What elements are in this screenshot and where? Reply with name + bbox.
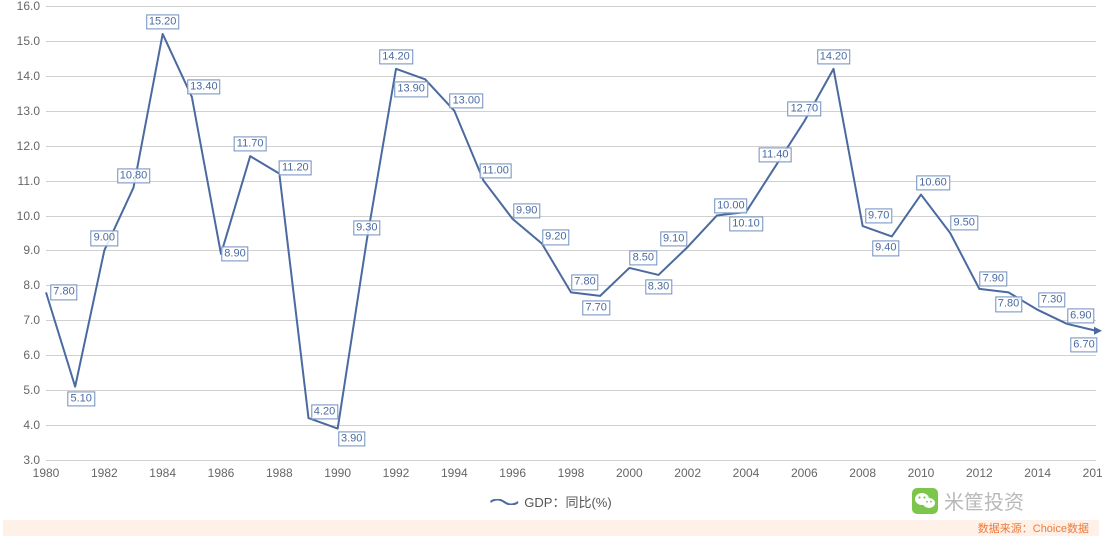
y-tick-label: 8.0 [6, 278, 40, 292]
x-tick-label: 2000 [616, 466, 643, 480]
x-tick-label: 1998 [558, 466, 585, 480]
point-label: 13.00 [450, 93, 484, 108]
plot-area: 3.04.05.06.07.08.09.010.011.012.013.014.… [46, 6, 1096, 460]
series-line [46, 6, 1096, 460]
x-tick-label: 1986 [208, 466, 235, 480]
point-label: 9.30 [353, 220, 380, 235]
point-label: 11.00 [479, 163, 512, 178]
x-tick-label: 2012 [966, 466, 993, 480]
y-tick-label: 13.0 [6, 104, 40, 118]
point-label: 6.70 [1070, 337, 1097, 352]
legend: GDP：同比(%) [490, 492, 611, 511]
point-label: 9.20 [542, 230, 569, 245]
data-source-text: 数据来源：Choice数据 [978, 520, 1089, 536]
x-tick-label: 1988 [266, 466, 293, 480]
point-label: 10.80 [117, 168, 151, 183]
point-label: 10.10 [729, 216, 763, 231]
point-label: 15.20 [146, 14, 180, 29]
point-label: 7.80 [571, 275, 598, 290]
legend-line-icon [490, 499, 518, 505]
y-tick-label: 12.0 [6, 139, 40, 153]
point-label: 11.40 [759, 147, 792, 162]
point-label: 9.40 [872, 241, 899, 256]
point-label: 11.70 [234, 137, 267, 152]
point-label: 9.90 [513, 203, 540, 218]
point-label: 5.10 [67, 391, 94, 406]
point-label: 3.90 [338, 431, 365, 446]
point-label: 9.00 [91, 231, 118, 246]
point-label: 14.20 [379, 49, 413, 64]
x-tick-label: 2004 [733, 466, 760, 480]
point-label: 8.30 [645, 279, 672, 294]
watermark-text: 米筐投资 [944, 486, 1024, 515]
y-tick-label: 4.0 [6, 418, 40, 432]
x-tick-label: 1992 [383, 466, 410, 480]
point-label: 13.90 [394, 82, 428, 97]
x-tick-label: 2014 [1024, 466, 1051, 480]
point-label: 10.00 [714, 198, 748, 213]
y-tick-label: 5.0 [6, 383, 40, 397]
point-label: 8.90 [221, 246, 248, 261]
point-label: 8.50 [630, 250, 657, 265]
y-tick-label: 6.0 [6, 348, 40, 362]
data-source-bar: 数据来源：Choice数据 [3, 520, 1099, 536]
x-tick-label: 2006 [791, 466, 818, 480]
x-tick-label: 1980 [33, 466, 60, 480]
y-tick-label: 7.0 [6, 313, 40, 327]
y-tick-label: 3.0 [6, 453, 40, 467]
y-tick-label: 15.0 [6, 34, 40, 48]
gridline [46, 460, 1096, 461]
x-tick-label: 1984 [149, 466, 176, 480]
y-tick-label: 11.0 [6, 174, 40, 188]
point-label: 12.70 [788, 102, 822, 117]
x-tick-label: 1994 [441, 466, 468, 480]
point-label: 7.30 [1038, 292, 1065, 307]
wechat-icon [912, 488, 938, 514]
x-tick-label: 1996 [499, 466, 526, 480]
y-tick-label: 16.0 [6, 0, 40, 13]
x-tick-label: 2008 [849, 466, 876, 480]
point-label: 4.20 [311, 404, 338, 419]
point-label: 7.70 [582, 300, 609, 315]
point-label: 14.20 [817, 49, 851, 64]
y-tick-label: 10.0 [6, 209, 40, 223]
point-label: 6.90 [1067, 308, 1094, 323]
point-label: 11.20 [279, 160, 312, 175]
x-tick-label: 2016 [1083, 466, 1102, 480]
point-label: 9.10 [660, 231, 687, 246]
point-label: 10.60 [916, 175, 950, 190]
point-label: 7.80 [50, 285, 77, 300]
x-tick-label: 1990 [324, 466, 351, 480]
y-tick-label: 14.0 [6, 69, 40, 83]
watermark: 米筐投资 [912, 486, 1024, 515]
point-label: 13.40 [187, 79, 221, 94]
x-tick-label: 1982 [91, 466, 118, 480]
x-tick-label: 2002 [674, 466, 701, 480]
point-label: 9.70 [865, 208, 892, 223]
point-label: 9.50 [950, 215, 977, 230]
point-label: 7.90 [980, 271, 1007, 286]
y-tick-label: 9.0 [6, 243, 40, 257]
point-label: 7.80 [995, 297, 1022, 312]
gdp-line-chart: 3.0 4.0 5.0 6.0 7.0 8.0 9.0 10.0 11.0 12.0 13.0 14.… [0, 0, 1102, 536]
legend-label: GDP：同比(%) [524, 492, 611, 511]
x-tick-label: 2010 [908, 466, 935, 480]
